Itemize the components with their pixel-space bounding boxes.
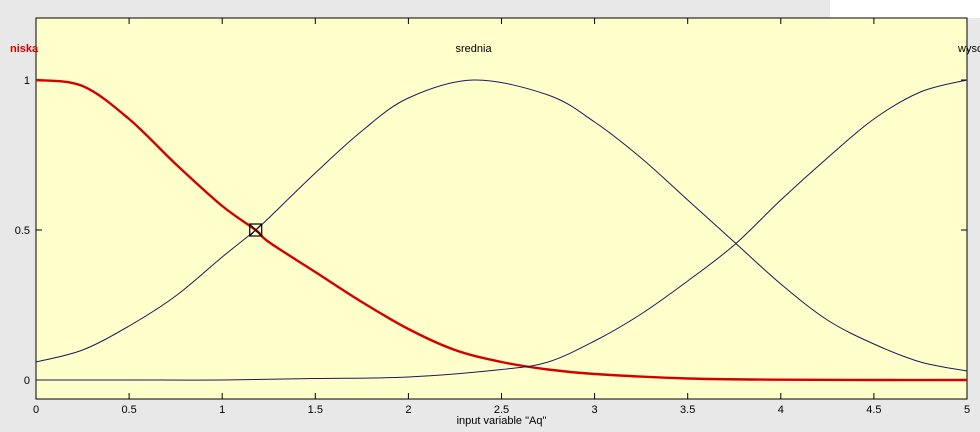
selection-marker[interactable] xyxy=(249,223,263,237)
marker-box[interactable] xyxy=(249,223,263,237)
y-tick-label: 1 xyxy=(24,75,30,87)
x-tick-label: 3.5 xyxy=(680,404,695,416)
window-corner xyxy=(830,0,980,18)
x-tick-label: 1.5 xyxy=(308,404,323,416)
x-tick-label: 3 xyxy=(592,404,598,416)
membership-curve-wysok[interactable] xyxy=(35,79,968,381)
membership-curves xyxy=(35,78,968,382)
membership-curve-niska[interactable] xyxy=(35,78,968,382)
x-tick-labels: 0 0.5 1 1.5 2 2.5 3 3.5 4 4.5 5 xyxy=(33,404,970,416)
y-tick-labels: 00.51 xyxy=(15,75,30,387)
x-tick-label: 0 xyxy=(33,404,39,416)
membership-curve-srednia[interactable] xyxy=(35,79,968,372)
x-tick-label: 2 xyxy=(405,404,411,416)
y-tick-label: 0 xyxy=(24,375,30,387)
x-tick-label: 2.5 xyxy=(494,404,509,416)
series-label-srednia[interactable]: srednia xyxy=(456,43,493,55)
plot-area[interactable] xyxy=(35,17,968,400)
x-tick-label: 4 xyxy=(778,404,784,416)
series-labels: niska srednia wysok xyxy=(10,43,980,55)
x-axis-label: input variable "Aq" xyxy=(457,415,547,427)
x-tick-label: 4.5 xyxy=(866,404,881,416)
x-tick-label: 5 xyxy=(964,404,970,416)
x-tick-label: 1 xyxy=(219,404,225,416)
series-label-niska[interactable]: niska xyxy=(10,43,39,55)
x-tick-label: 0.5 xyxy=(121,404,136,416)
series-label-wysok[interactable]: wysok xyxy=(957,43,980,55)
marker-cross xyxy=(249,223,263,237)
y-tick-label: 0.5 xyxy=(15,225,30,237)
